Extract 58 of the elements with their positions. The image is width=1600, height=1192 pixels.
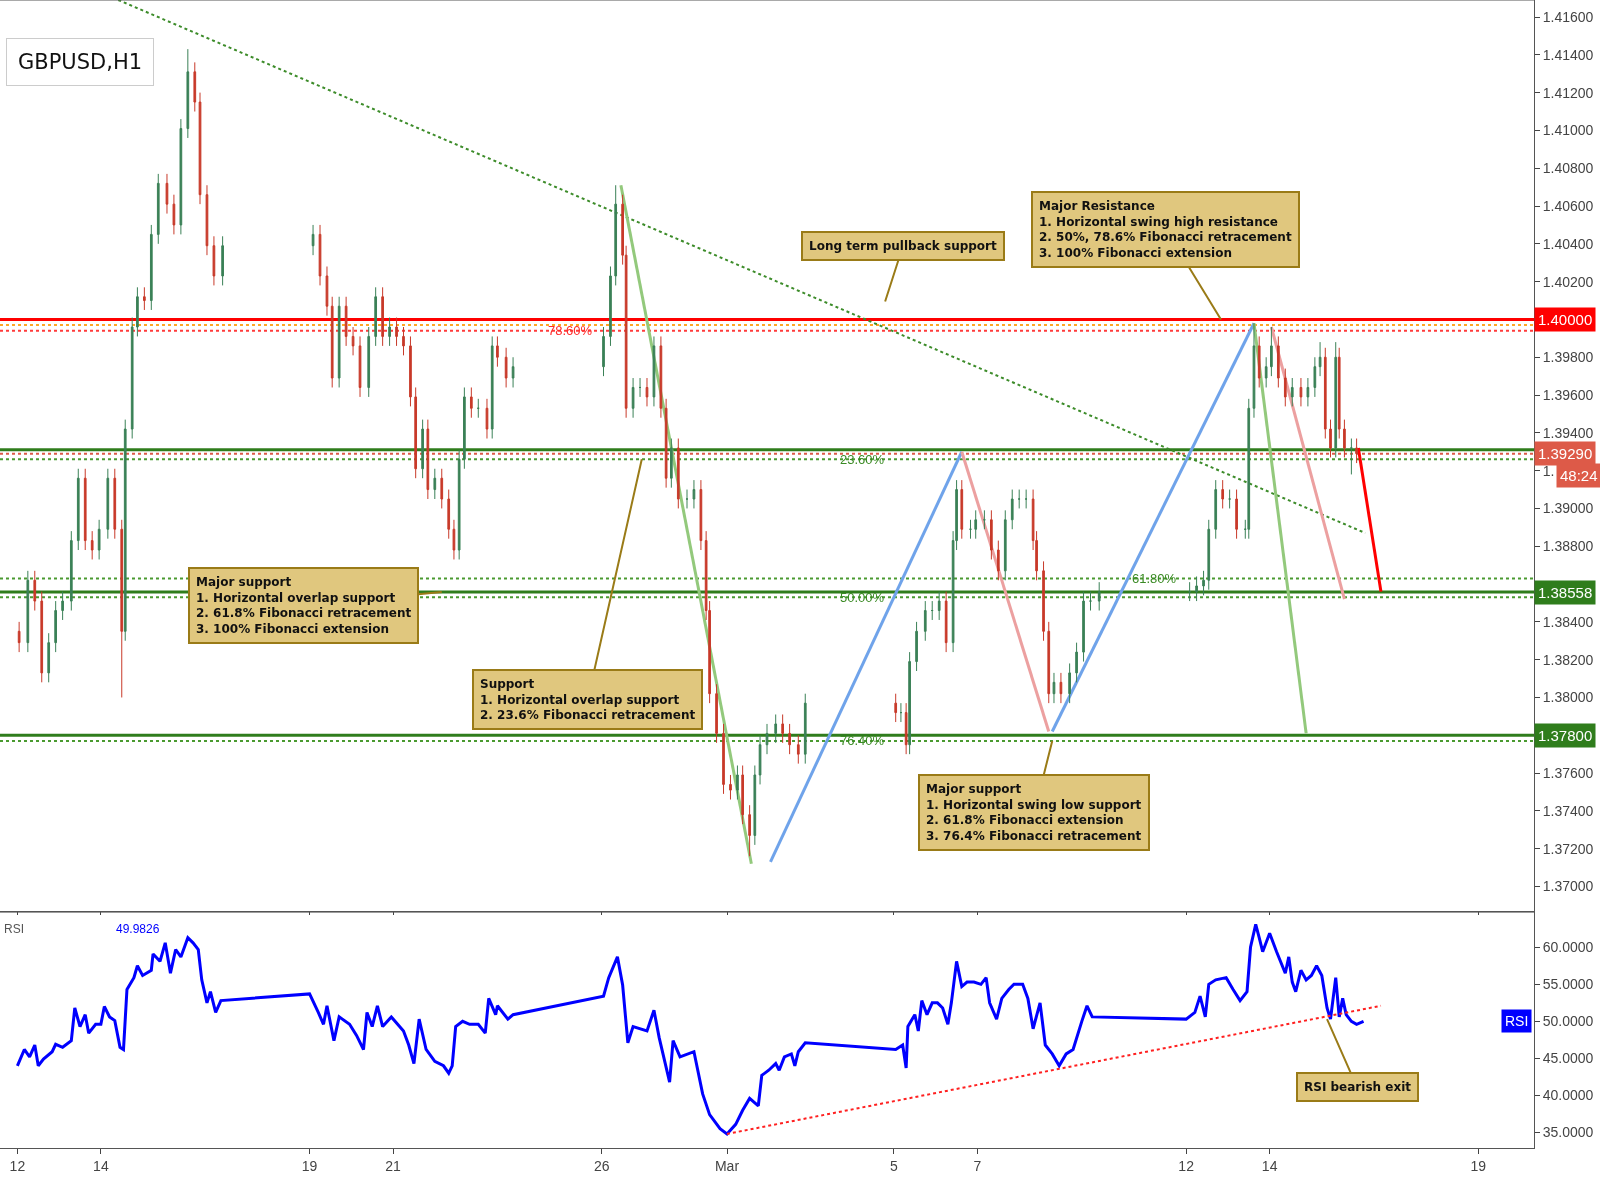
y-tick-label: 1.38000 — [1542, 689, 1594, 706]
y-tick-label: 1.38800 — [1542, 538, 1594, 555]
y-tick-label: 45.0000 — [1542, 1050, 1594, 1067]
y-tick-label: 1.41000 — [1542, 122, 1594, 139]
annotation: 50.00% — [840, 590, 885, 605]
y-tick-label: 1.38400 — [1542, 613, 1594, 630]
y-tick-label: 1.41200 — [1542, 84, 1594, 101]
text: RSI — [1505, 1013, 1529, 1029]
y-tick-label: 1.37400 — [1542, 802, 1594, 819]
text: 48:24 — [1560, 467, 1598, 484]
y-tick-label: 1.39000 — [1542, 500, 1594, 517]
annotation: RSI bearish exit — [1304, 1080, 1412, 1094]
ref-line-label: 1.38558 — [1538, 584, 1593, 601]
y-tick-label: 60.0000 — [1542, 939, 1594, 956]
x-tick-label: 26 — [593, 1157, 610, 1174]
y-tick-label: 1.41400 — [1542, 46, 1594, 63]
y-tick-label: 1.37000 — [1542, 878, 1594, 895]
y-tick-label: 50.0000 — [1542, 1013, 1594, 1030]
x-tick-label: Mar — [714, 1157, 740, 1174]
y-tick-label: 1.39400 — [1542, 424, 1594, 441]
y-tick-label: 1.38200 — [1542, 651, 1594, 668]
annotation: Major support 1. Horizontal swing low support 2. 61.8% Fibonacci extension 3. 76.4% Fibonacci retracement — [926, 782, 1142, 843]
ref-line-label: 1.39290 — [1538, 445, 1593, 462]
annotation: 49.9826 — [116, 922, 160, 936]
annotation: Major support 1. Horizontal overlap support 2. 61.8% Fibonacci retracement 3. 100% Fibonacci extension — [196, 575, 412, 636]
x-tick-label: 14 — [93, 1157, 109, 1174]
y-tick-label: 40.0000 — [1542, 1087, 1594, 1104]
x-tick-label: 19 — [1470, 1157, 1487, 1174]
annotation: 76.40% — [840, 733, 885, 748]
annotation: Support 1. Horizontal overlap support 2. 23.6% Fibonacci retracement — [480, 677, 696, 723]
y-tick-label: 1.39600 — [1542, 386, 1594, 403]
y-tick-label: 1.40200 — [1542, 273, 1594, 290]
ref-line-label: 1.40000 — [1538, 311, 1593, 328]
y-tick-label: 1.37600 — [1542, 764, 1594, 781]
text: GBPUSD,H1 — [18, 50, 143, 74]
ref-line-label: 1.37800 — [1538, 727, 1593, 744]
y-tick-label: 1.40400 — [1542, 235, 1594, 252]
y-tick-label: 1.41600 — [1542, 8, 1594, 25]
annotation: 61.80% — [1132, 571, 1177, 586]
text: RSI — [4, 922, 25, 936]
annotation: 78.60% — [548, 323, 593, 338]
annotation: Major Resistance 1. Horizontal swing high resistance 2. 50%, 78.6% Fibonacci retracement 3. 100% Fibonacci extension — [1039, 199, 1292, 260]
y-tick-label: 1. — [1542, 462, 1555, 479]
x-tick-label: 7 — [973, 1157, 982, 1174]
y-tick-label: 1.37200 — [1542, 840, 1594, 857]
y-tick-label: 55.0000 — [1542, 976, 1594, 993]
x-tick-label: 14 — [1261, 1157, 1278, 1174]
annotation: Long term pullback support — [809, 239, 998, 253]
x-tick-label: 12 — [9, 1157, 26, 1174]
y-tick-label: 1.39800 — [1542, 349, 1594, 366]
annotation: 23.60% — [840, 452, 885, 467]
x-tick-label: 12 — [1178, 1157, 1195, 1174]
x-tick-label: 5 — [890, 1157, 899, 1174]
y-tick-label: 1.40800 — [1542, 160, 1594, 177]
x-tick-label: 21 — [385, 1157, 402, 1174]
x-tick-label: 19 — [301, 1157, 318, 1174]
y-tick-label: 35.0000 — [1542, 1124, 1594, 1141]
y-tick-label: 1.40600 — [1542, 197, 1594, 214]
